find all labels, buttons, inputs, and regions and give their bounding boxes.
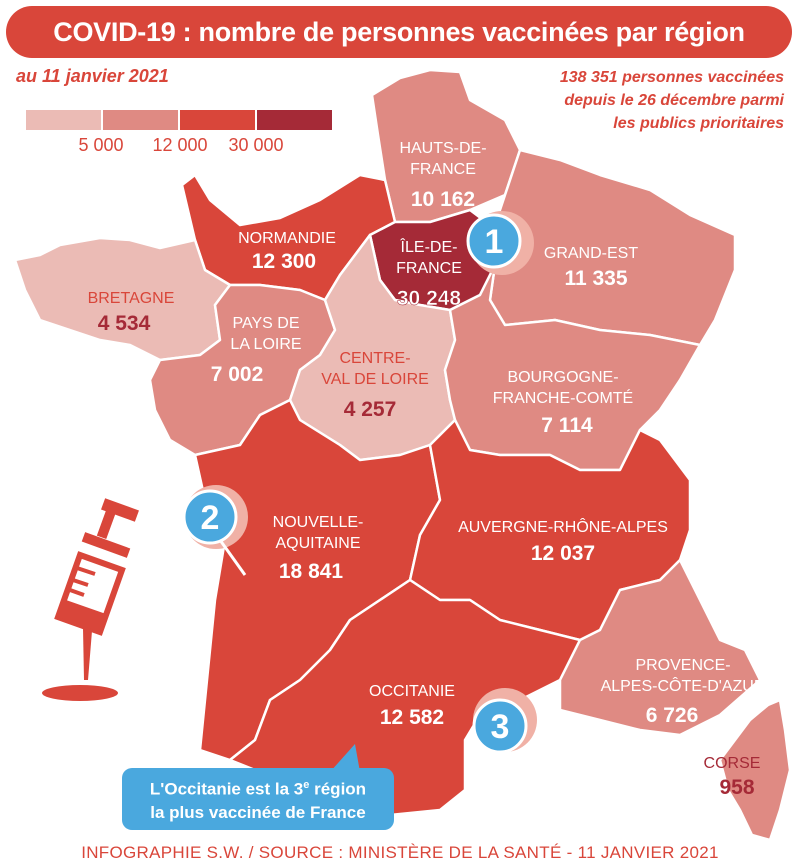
marker-3-label: 3 [491,708,510,746]
marker-3: 3 [472,688,537,754]
label-centre-2: VAL DE LOIRE [321,371,429,388]
value-paca: 6 726 [646,704,699,727]
label-hauts-de-france-1: HAUTS-DE- [399,140,486,157]
label-nouvelle-aquitaine-2: AQUITAINE [275,535,360,552]
label-hauts-de-france-2: FRANCE [410,161,476,178]
label-bourgogne-2: FRANCHE-COMTÉ [493,388,633,407]
region-occitanie[interactable] [228,578,582,817]
label-auvergne: AUVERGNE-RHÔNE-ALPES [458,517,668,536]
value-ile-de-france: 30 248 [397,287,462,310]
total-note-line1: 138 351 personnes vaccinées [559,69,784,86]
total-note-line3: les publics prioritaires [613,115,784,132]
callout-line1-text: L'Occitanie est la 3 [149,779,304,799]
legend-labels: 5 000 12 000 30 000 [0,135,400,157]
label-centre-1: CENTRE- [339,350,410,367]
marker-1-label: 1 [485,223,504,261]
label-pays-de-la-loire-2: LA LOIRE [230,336,301,353]
legend-label-3: 30 000 [228,135,284,155]
marker-1: 1 [466,211,534,275]
marker-2: 2 [182,485,248,576]
legend-swatch-1 [26,110,101,130]
value-hauts-de-france: 10 162 [411,188,475,211]
label-paca-2: ALPES-CÔTE-D'AZUR [601,676,766,695]
value-auvergne: 12 037 [531,542,595,565]
region-paca[interactable] [558,558,762,737]
callout-pointer [330,744,360,772]
region-corse[interactable] [718,698,792,842]
label-corse: CORSE [704,755,761,772]
region-bourgogne-franche-comte[interactable] [443,263,702,472]
value-normandie: 12 300 [252,250,316,273]
value-grand-est: 11 335 [564,267,627,290]
legend-swatch-3 [180,110,255,130]
label-ile-de-france-1: ÎLE-DE- [400,237,458,256]
value-bretagne: 4 534 [98,312,151,335]
value-occitanie: 12 582 [380,706,444,729]
value-pays-de-la-loire: 7 002 [211,363,264,386]
marker-2-label: 2 [201,499,220,537]
label-ile-de-france-2: FRANCE [396,260,462,277]
label-normandie: NORMANDIE [238,230,336,247]
label-grand-est: GRAND-EST [544,245,638,262]
legend-label-1: 5 000 [78,135,124,155]
callout-line2: la plus vaccinée de France [150,802,366,822]
label-pays-de-la-loire-1: PAYS DE [233,315,300,332]
label-bourgogne-1: BOURGOGNE- [507,369,618,386]
occitanie-callout: L'Occitanie est la 3e région la plus vac… [122,768,394,830]
callout-line1-end: région [309,779,367,799]
label-nouvelle-aquitaine-1: NOUVELLE- [273,514,364,531]
label-bretagne: BRETAGNE [88,290,175,307]
value-corse: 958 [719,776,754,799]
legend-swatch-2 [103,110,178,130]
date-label: au 11 janvier 2021 [16,66,169,86]
value-centre: 4 257 [344,398,397,421]
legend [26,110,334,130]
callout-sup: e [303,779,310,792]
title-banner: COVID-19 : nombre de personnes vaccinées… [6,6,792,58]
callout-line1: L'Occitanie est la 3e région [122,774,394,801]
label-occitanie: OCCITANIE [369,683,455,700]
total-note-line2: depuis le 26 décembre parmi [564,92,784,109]
label-paca-1: PROVENCE- [635,657,730,674]
legend-swatch-4 [257,110,332,130]
page-title: COVID-19 : nombre de personnes vaccinées… [53,16,745,47]
value-nouvelle-aquitaine: 18 841 [279,560,344,583]
legend-label-2: 12 000 [152,135,208,155]
total-note: 138 351 personnes vaccinées depuis le 26… [484,66,784,135]
source-footer: INFOGRAPHIE S.W. / SOURCE : MINISTÈRE DE… [81,843,719,862]
syringe-icon [42,498,139,701]
value-bourgogne: 7 114 [541,414,593,437]
